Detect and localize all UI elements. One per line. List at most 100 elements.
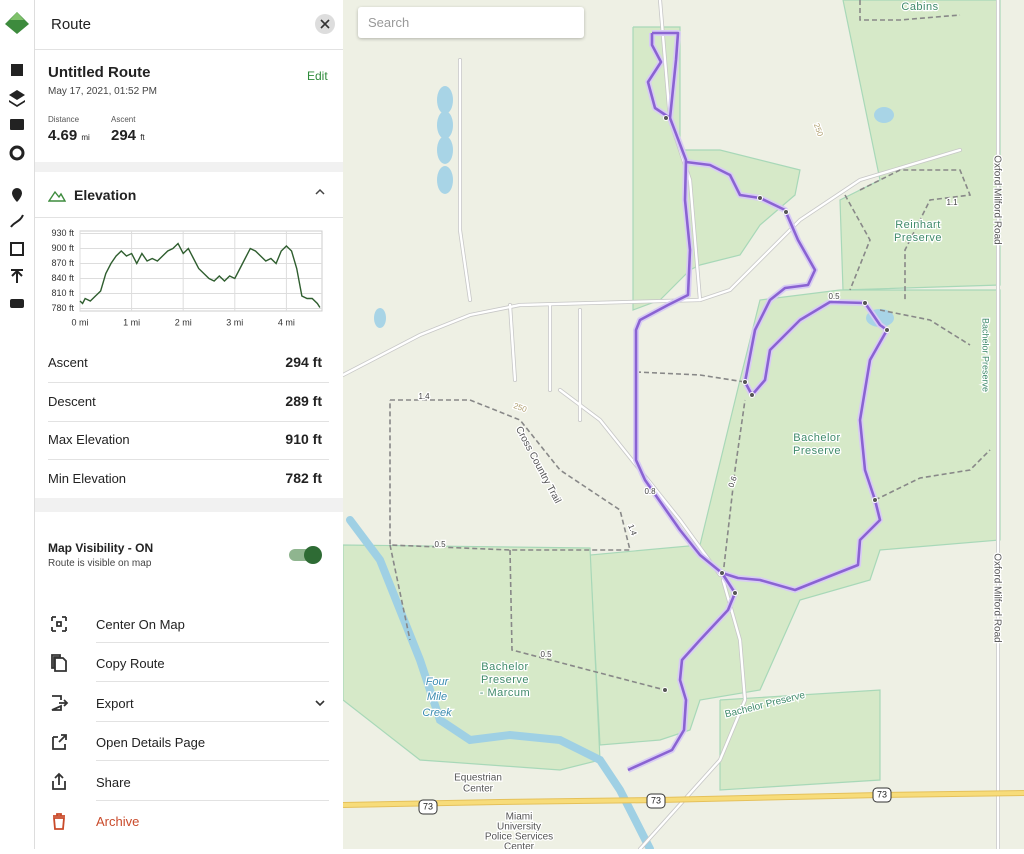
mountain	[48, 190, 66, 202]
route-node	[884, 327, 890, 333]
x-tick-label: 1 mi	[123, 317, 140, 327]
trail	[722, 399, 746, 576]
panel-title: Route	[51, 16, 92, 33]
ascent-label: Ascent	[111, 115, 136, 124]
stat-label: Descent	[48, 393, 96, 409]
action-label[interactable]: Copy Route	[96, 656, 165, 672]
map-label: 1.4	[418, 392, 430, 401]
icon-settings[interactable]	[9, 145, 25, 161]
icon-layers-2	[9, 100, 25, 107]
route-node	[862, 300, 868, 306]
stat-value: 782 ft	[285, 470, 322, 487]
action-label[interactable]: Share	[96, 774, 131, 790]
elevation-title[interactable]: Elevation	[74, 187, 137, 203]
trail	[859, 169, 972, 300]
visibility-toggle[interactable]	[287, 543, 327, 567]
divider	[96, 720, 329, 722]
icon-route[interactable]	[10, 214, 24, 228]
map-label: Mile	[427, 691, 447, 703]
map-label: 1.1	[946, 198, 958, 207]
trail	[389, 399, 632, 551]
chevron	[315, 188, 325, 195]
y-tick-label: 930 ft	[51, 228, 74, 238]
map-label: Four	[426, 676, 450, 688]
y-tick-label: 780 ft	[51, 303, 74, 313]
collapse-chevron[interactable]	[313, 186, 327, 198]
stat-value: 289 ft	[285, 392, 322, 409]
map-label: Preserve	[481, 674, 529, 686]
icon-layers[interactable]	[9, 90, 25, 100]
divider	[35, 49, 343, 50]
action-label[interactable]: Export	[96, 695, 134, 711]
y-tick-label: 900 ft	[51, 243, 74, 253]
x-tick-label: 0 mi	[71, 317, 88, 327]
divider	[48, 459, 329, 461]
visibility-subtitle: Route is visible on map	[48, 558, 152, 569]
action-label[interactable]: Open Details Page	[96, 735, 206, 751]
map-label: 0.8	[644, 487, 656, 496]
distance-label: Distance	[48, 115, 80, 124]
icon-glyph	[53, 813, 65, 830]
map-label: Oxford Milford Road	[991, 553, 1002, 642]
route-date: May 17, 2021, 01:52 PM	[48, 86, 157, 97]
pond	[437, 136, 453, 164]
pond	[437, 86, 453, 114]
x-tick-label: 4 mi	[278, 317, 295, 327]
distance-unit: mi	[81, 133, 90, 142]
map-canvas[interactable]: CabinsReinhartPreserveBachelorPreserveOx…	[343, 0, 1024, 849]
route-name: Untitled Route	[48, 64, 151, 81]
x-tick-label: 2 mi	[175, 317, 192, 327]
map-label: Center	[504, 842, 535, 849]
close-x	[320, 19, 330, 29]
route-node	[783, 209, 789, 215]
stat-value: 910 ft	[285, 431, 322, 448]
trail	[859, 0, 961, 21]
section-band	[35, 498, 343, 512]
icon-folder[interactable]	[10, 119, 24, 130]
action-label[interactable]: Archive	[96, 814, 140, 829]
map-label: Equestrian	[454, 773, 502, 784]
y-tick-label: 840 ft	[51, 273, 74, 283]
toggle-knob	[304, 546, 322, 564]
park-area	[589, 289, 1001, 746]
map-label: Bachelor	[793, 432, 840, 444]
action-icon	[53, 813, 65, 830]
trail	[844, 194, 871, 291]
icon-marker[interactable]	[12, 188, 22, 202]
distance-number: 4.69	[48, 127, 78, 144]
route-node	[732, 590, 738, 596]
route-shield	[872, 787, 892, 803]
action-label[interactable]: Center On Map	[96, 617, 185, 632]
close-button[interactable]	[314, 13, 336, 35]
route-node	[663, 115, 669, 121]
search-box[interactable]: Search	[358, 7, 584, 38]
map-label: Cross Country Trail	[513, 425, 563, 506]
icon-upload[interactable]	[11, 269, 23, 283]
elevation-line	[79, 242, 321, 308]
map-label: Miami	[506, 812, 533, 823]
icon-area[interactable]	[10, 242, 24, 256]
icon-glyph	[51, 616, 67, 632]
route-line	[627, 117, 737, 772]
map-label: 250	[512, 401, 528, 414]
ascent-number: 294	[111, 127, 137, 144]
y-tick-label: 870 ft	[51, 258, 74, 268]
expand-chevron	[315, 700, 325, 706]
distance-value: 4.69 mi	[48, 127, 90, 144]
edit-link[interactable]: Edit	[307, 69, 328, 83]
action-icon	[51, 616, 67, 632]
map[interactable]: Cabins Reinhart Preserve Bachelor Preserve Ox…	[343, 0, 1024, 849]
icon-planner[interactable]	[11, 64, 23, 76]
action-icon	[51, 654, 67, 673]
y-tick-label: 810 ft	[51, 288, 74, 298]
map-label: Reinhart	[895, 219, 941, 231]
rail-icons	[5, 12, 29, 308]
route-shield	[418, 799, 438, 815]
map-label: 1.4	[626, 523, 638, 537]
icon-glyph	[51, 694, 69, 711]
divider	[96, 681, 329, 683]
icon-print[interactable]	[10, 299, 24, 308]
map-label: 73	[651, 795, 661, 805]
logo[interactable]	[5, 12, 29, 34]
map-label: 0.5	[828, 292, 840, 301]
